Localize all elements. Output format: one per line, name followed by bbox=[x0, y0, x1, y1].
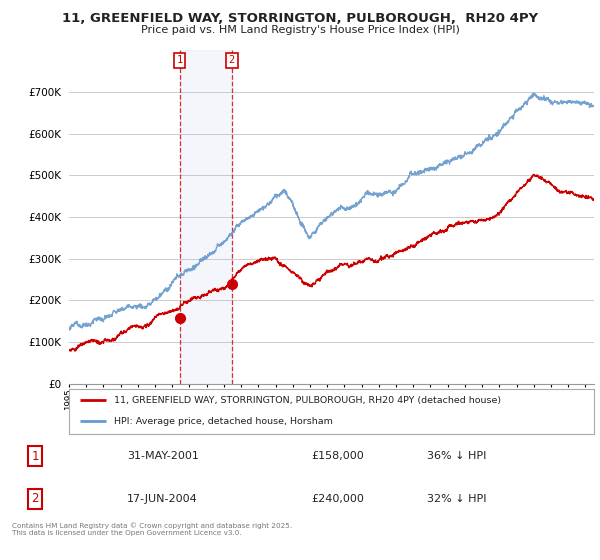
Text: 11, GREENFIELD WAY, STORRINGTON, PULBOROUGH, RH20 4PY (detached house): 11, GREENFIELD WAY, STORRINGTON, PULBORO… bbox=[113, 396, 501, 405]
Text: £240,000: £240,000 bbox=[311, 494, 364, 503]
Text: 11, GREENFIELD WAY, STORRINGTON, PULBOROUGH,  RH20 4PY: 11, GREENFIELD WAY, STORRINGTON, PULBORO… bbox=[62, 12, 538, 25]
Text: 32% ↓ HPI: 32% ↓ HPI bbox=[427, 494, 486, 503]
Text: 2: 2 bbox=[229, 55, 235, 66]
Text: 31-MAY-2001: 31-MAY-2001 bbox=[127, 451, 199, 461]
Text: 1: 1 bbox=[176, 55, 182, 66]
Text: HPI: Average price, detached house, Horsham: HPI: Average price, detached house, Hors… bbox=[113, 417, 332, 426]
Text: 2: 2 bbox=[31, 492, 39, 505]
Bar bbox=[179, 50, 232, 384]
Text: Contains HM Land Registry data © Crown copyright and database right 2025.
This d: Contains HM Land Registry data © Crown c… bbox=[12, 522, 292, 535]
Text: £158,000: £158,000 bbox=[311, 451, 364, 461]
Text: Price paid vs. HM Land Registry's House Price Index (HPI): Price paid vs. HM Land Registry's House … bbox=[140, 25, 460, 35]
Text: 1: 1 bbox=[31, 450, 39, 463]
Text: 17-JUN-2004: 17-JUN-2004 bbox=[127, 494, 198, 503]
Text: 36% ↓ HPI: 36% ↓ HPI bbox=[427, 451, 486, 461]
